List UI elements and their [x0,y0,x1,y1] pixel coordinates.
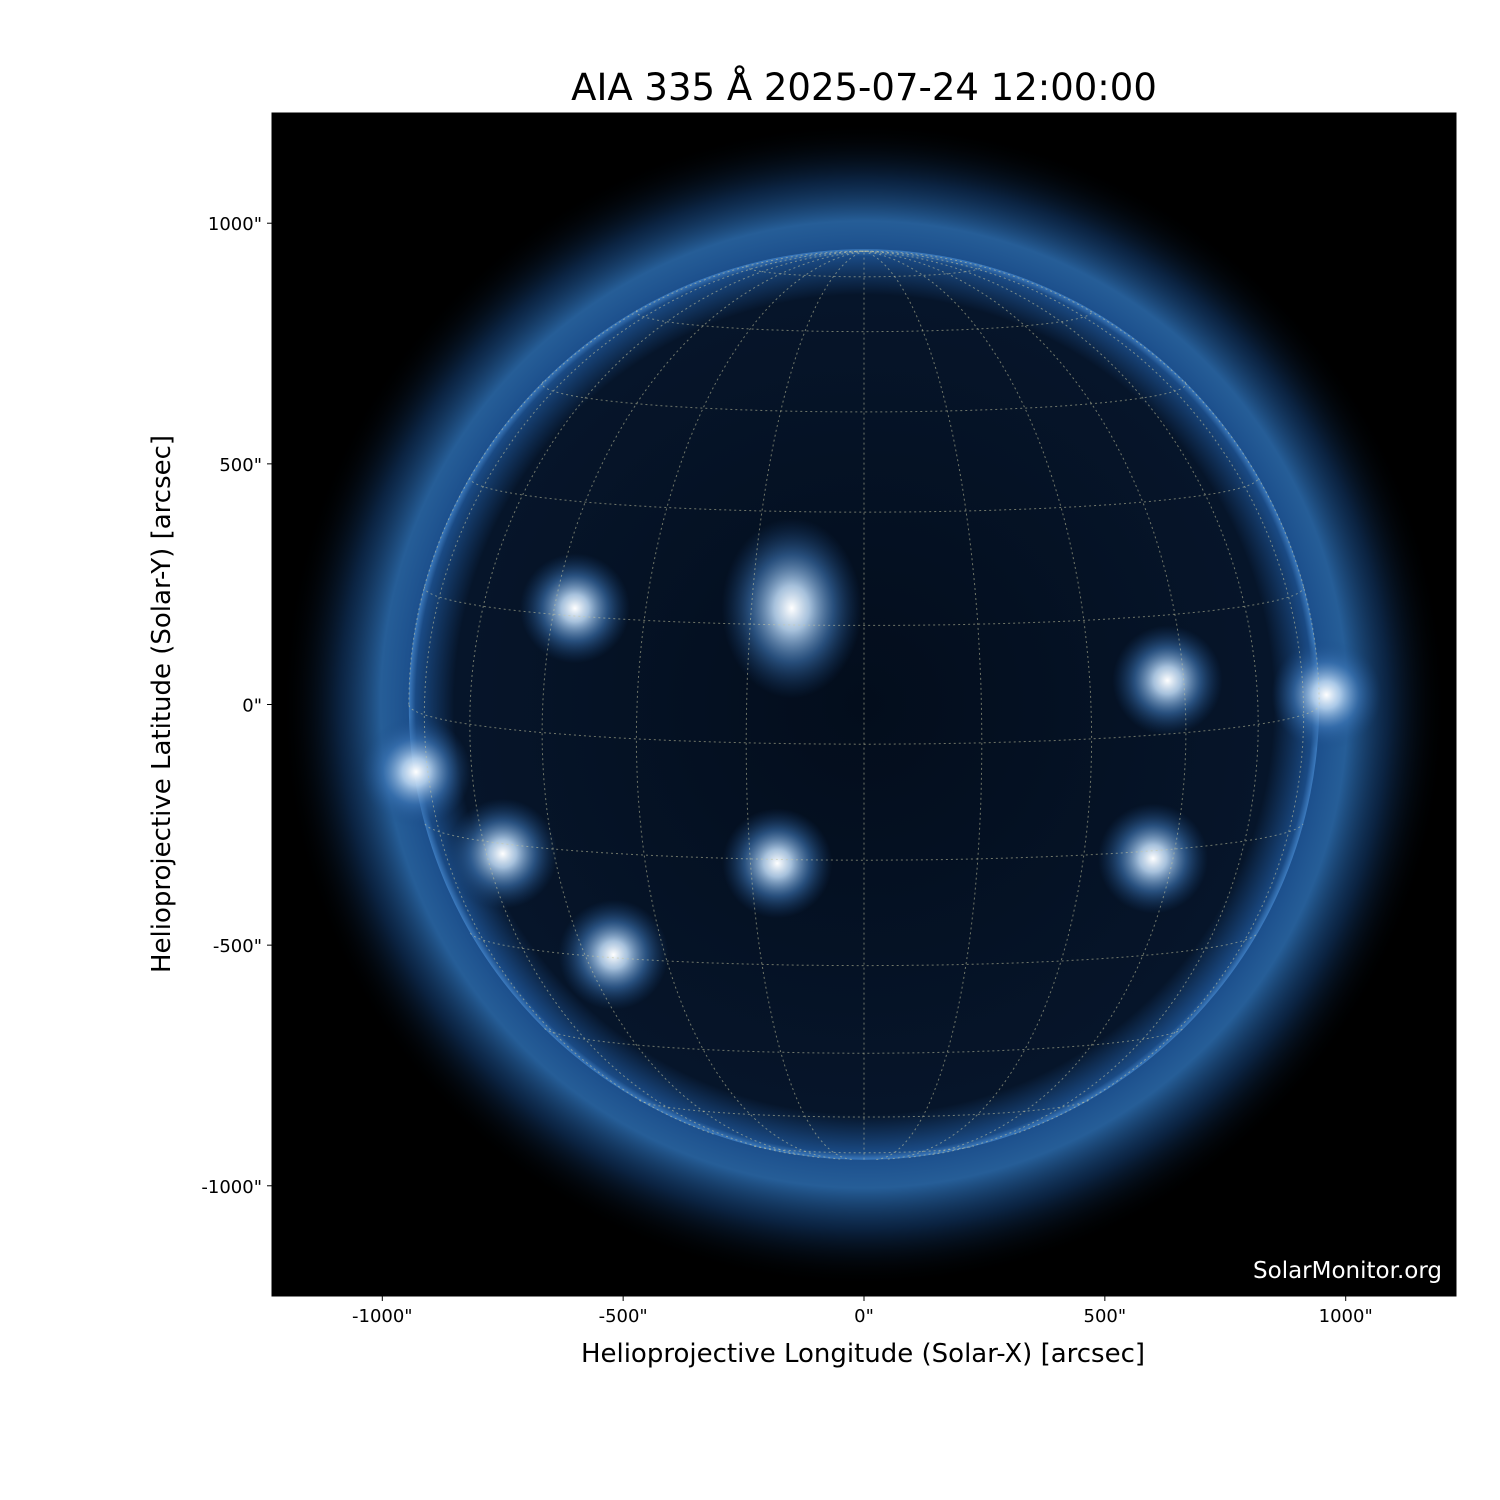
y-tick-label: 0" [242,696,262,717]
grid-line [469,477,1259,513]
chart-title: AIA 335 Å 2025-07-24 12:00:00 [571,66,1157,109]
grid-line [469,250,865,1155]
y-tick-label: -1000" [201,1177,262,1198]
bright-active-region [722,808,833,919]
grid-line [745,265,983,278]
x-tick-label: 500" [1084,1306,1127,1327]
y-tick-label: -500" [213,936,262,957]
x-tick-label: 0" [854,1306,874,1327]
x-tick-label: -500" [599,1306,648,1327]
watermark: SolarMonitor.org [1253,1258,1442,1284]
grid-line [863,250,1093,1160]
y-axis-label: Helioprojective Latitude (Solar-Y) [arcs… [147,435,177,973]
x-tick-label: -1000" [352,1306,413,1327]
x-axis-label: Helioprojective Longitude (Solar-X) [arc… [581,1339,1145,1369]
grid-line [635,309,1093,333]
grid-line [408,705,1320,745]
grid-line [638,1099,1090,1118]
grid-line [753,1145,975,1154]
grid-line [541,381,1187,413]
bright-active-region [447,798,558,909]
grid-line [863,250,1259,1155]
y-tick-label: 500" [219,455,262,476]
bright-active-region [721,518,862,699]
grid-line [424,823,1304,861]
bright-active-region [1271,639,1382,750]
grid-line [423,586,1305,626]
bright-active-region [519,553,630,664]
grid-line [541,250,865,1158]
grid-line [863,250,1187,1158]
bright-active-region [1098,803,1209,914]
grid-line [544,1028,1184,1054]
grid-line [863,250,1320,705]
bright-active-region [558,899,669,1010]
y-tick-label: 1000" [208,214,262,235]
grid-line [635,250,865,1160]
grid-line [745,250,865,1160]
bright-active-region [361,716,472,827]
grid-line [408,250,865,705]
x-tick-label: 1000" [1319,1306,1373,1327]
grid-line [863,250,983,1160]
bright-active-region [1112,625,1223,736]
